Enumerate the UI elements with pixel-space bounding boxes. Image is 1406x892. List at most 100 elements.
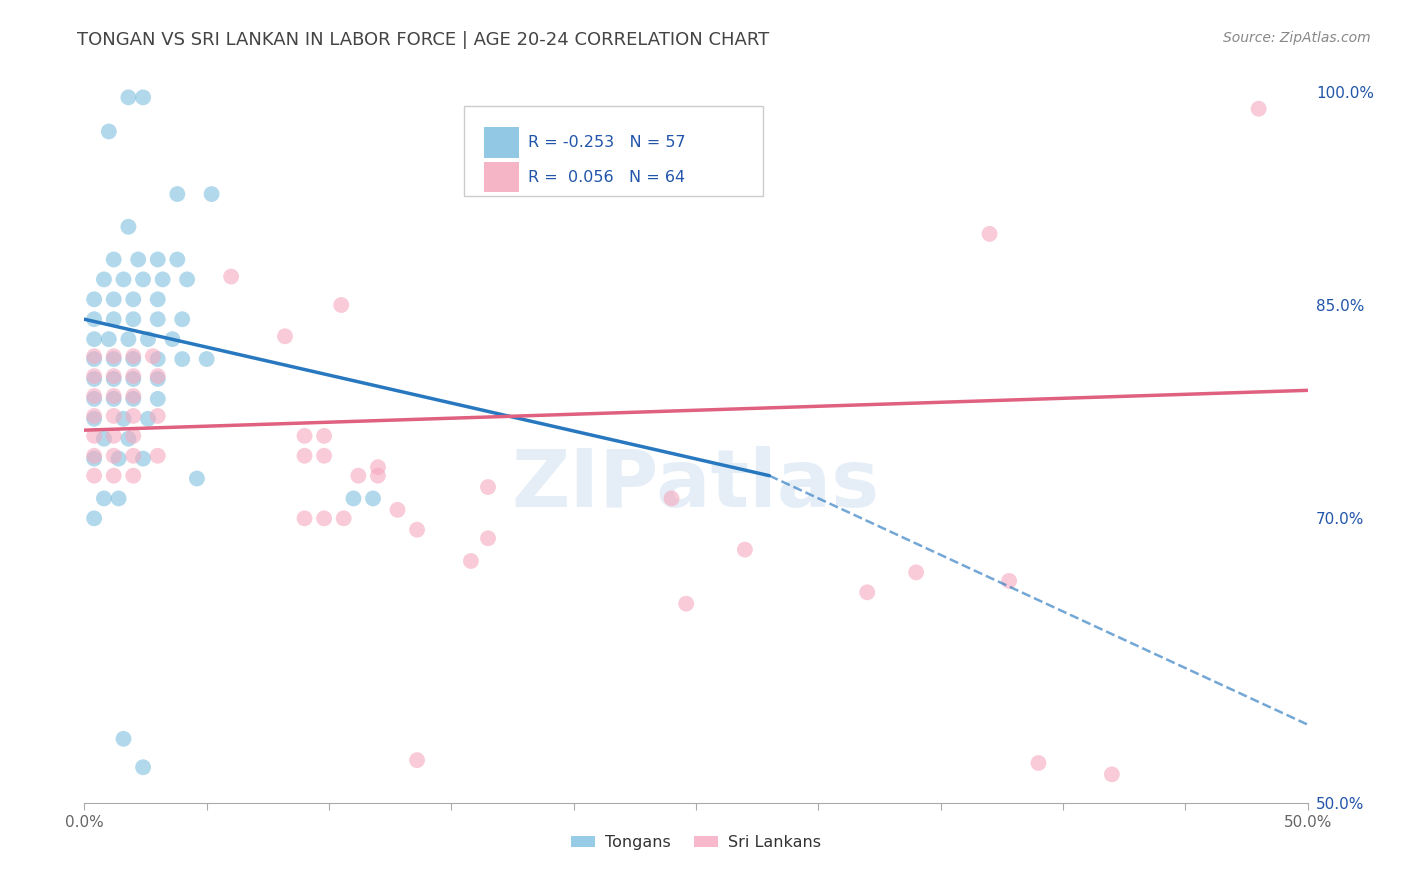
- Point: [83, 372, 105, 386]
- Point: [83, 429, 105, 443]
- Point: [586, 173, 609, 187]
- Point: [166, 252, 188, 267]
- Point: [122, 349, 145, 363]
- Point: [347, 468, 370, 483]
- Point: [146, 312, 169, 326]
- Point: [122, 372, 145, 386]
- Point: [146, 293, 169, 307]
- Point: [332, 511, 354, 525]
- Point: [122, 392, 145, 406]
- Point: [107, 491, 129, 506]
- Point: [330, 298, 353, 312]
- Text: R =  0.056   N = 64: R = 0.056 N = 64: [529, 169, 686, 185]
- Point: [112, 731, 135, 746]
- Point: [103, 389, 125, 403]
- Point: [107, 451, 129, 466]
- Point: [122, 409, 145, 423]
- Point: [122, 429, 145, 443]
- Point: [146, 449, 169, 463]
- Point: [146, 409, 169, 423]
- Point: [162, 332, 184, 346]
- Point: [117, 90, 139, 104]
- Point: [294, 429, 316, 443]
- Point: [103, 468, 125, 483]
- Point: [83, 409, 105, 423]
- FancyBboxPatch shape: [484, 162, 519, 193]
- Point: [93, 491, 115, 506]
- Point: [83, 293, 105, 307]
- Point: [132, 272, 155, 286]
- Point: [856, 585, 879, 599]
- Point: [83, 451, 105, 466]
- Point: [112, 411, 135, 425]
- Point: [122, 312, 145, 326]
- Point: [186, 471, 208, 485]
- Point: [477, 480, 499, 494]
- Point: [734, 542, 756, 557]
- Point: [314, 449, 336, 463]
- FancyBboxPatch shape: [484, 128, 519, 158]
- Point: [103, 392, 125, 406]
- Point: [103, 352, 125, 367]
- Point: [314, 511, 336, 525]
- Point: [122, 369, 145, 384]
- Point: [166, 187, 188, 202]
- Point: [294, 511, 316, 525]
- Point: [998, 574, 1021, 588]
- Point: [83, 511, 105, 525]
- Point: [195, 352, 218, 367]
- Point: [103, 449, 125, 463]
- Point: [103, 252, 125, 267]
- Point: [274, 329, 297, 343]
- Point: [661, 491, 683, 506]
- Text: TONGAN VS SRI LANKAN IN LABOR FORCE | AGE 20-24 CORRELATION CHART: TONGAN VS SRI LANKAN IN LABOR FORCE | AG…: [77, 31, 769, 49]
- Point: [219, 269, 242, 284]
- Point: [1028, 756, 1050, 770]
- Point: [342, 491, 364, 506]
- Point: [83, 369, 105, 384]
- Point: [122, 389, 145, 403]
- Point: [387, 503, 409, 517]
- Point: [477, 531, 499, 545]
- Point: [83, 349, 105, 363]
- Text: ZIPatlas: ZIPatlas: [512, 446, 880, 524]
- Point: [361, 491, 384, 506]
- Point: [136, 411, 159, 425]
- Point: [117, 432, 139, 446]
- Point: [127, 252, 149, 267]
- Point: [83, 312, 105, 326]
- Point: [132, 451, 155, 466]
- Point: [83, 389, 105, 403]
- Point: [97, 332, 120, 346]
- Point: [122, 293, 145, 307]
- Point: [1101, 767, 1123, 781]
- Point: [103, 429, 125, 443]
- Point: [83, 392, 105, 406]
- Point: [460, 554, 482, 568]
- Point: [146, 252, 169, 267]
- Point: [406, 523, 429, 537]
- Point: [83, 468, 105, 483]
- Legend: Tongans, Sri Lankans: Tongans, Sri Lankans: [565, 829, 827, 856]
- Point: [562, 173, 585, 187]
- Point: [152, 272, 174, 286]
- Point: [117, 332, 139, 346]
- Point: [83, 449, 105, 463]
- Point: [103, 312, 125, 326]
- Point: [905, 566, 928, 580]
- Point: [122, 449, 145, 463]
- Point: [83, 411, 105, 425]
- Point: [132, 760, 155, 774]
- Point: [103, 349, 125, 363]
- Text: Source: ZipAtlas.com: Source: ZipAtlas.com: [1223, 31, 1371, 45]
- Point: [83, 352, 105, 367]
- Point: [122, 468, 145, 483]
- Point: [132, 90, 155, 104]
- Point: [146, 352, 169, 367]
- Point: [675, 597, 697, 611]
- Point: [406, 753, 429, 767]
- Point: [93, 272, 115, 286]
- Point: [103, 369, 125, 384]
- Point: [979, 227, 1001, 241]
- Point: [97, 124, 120, 138]
